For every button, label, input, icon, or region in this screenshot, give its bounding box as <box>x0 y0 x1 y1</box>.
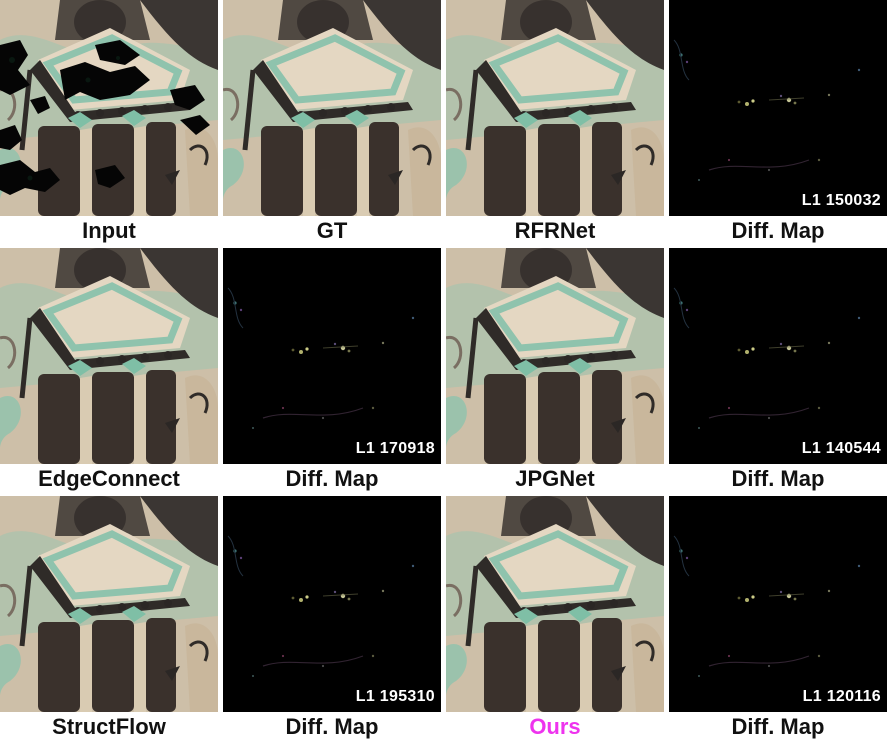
panel-caption: RFRNet <box>514 218 596 243</box>
l1-error-label: L1 120116 <box>802 688 881 705</box>
figure-panel: L1 170918 Diff. Map <box>223 248 441 496</box>
inpainting-result-image <box>223 0 441 216</box>
panel-caption: Diff. Map <box>731 714 825 739</box>
l1-error-label: L1 140544 <box>801 440 881 457</box>
inpainting-result-image <box>0 496 218 712</box>
l1-error-label: L1 195310 <box>355 688 435 705</box>
inpainting-result-image <box>0 248 218 464</box>
panel-caption: Diff. Map <box>285 466 379 491</box>
figure-panel: L1 150032 Diff. Map <box>669 0 887 248</box>
panel-caption: Diff. Map <box>731 218 825 243</box>
panel-caption: Diff. Map <box>731 466 825 491</box>
inpainting-result-image <box>446 248 664 464</box>
figure-panel: EdgeConnect <box>0 248 218 496</box>
inpainting-result-image <box>446 0 664 216</box>
figure-panel: Ours <box>446 496 664 744</box>
figure-panel: StructFlow <box>0 496 218 744</box>
panel-caption: Ours <box>529 714 581 739</box>
figure-panel: RFRNet <box>446 0 664 248</box>
difference-map-image: L1 170918 <box>223 248 441 464</box>
difference-map-image: L1 150032 <box>669 0 887 216</box>
panel-caption: JPGNet <box>515 466 595 491</box>
figure-panel: Input <box>0 0 218 248</box>
difference-map-image: L1 120116 <box>669 496 887 712</box>
figure-panel: JPGNet <box>446 248 664 496</box>
difference-map-image: L1 195310 <box>223 496 441 712</box>
l1-error-label: L1 170918 <box>355 440 435 457</box>
figure-panel: GT <box>223 0 441 248</box>
panel-caption: Diff. Map <box>285 714 379 739</box>
l1-error-label: L1 150032 <box>801 192 881 209</box>
figure-panel: L1 195310 Diff. Map <box>223 496 441 744</box>
inpainting-result-image <box>446 496 664 712</box>
panel-caption: StructFlow <box>52 714 166 739</box>
figure-panel: L1 140544 Diff. Map <box>669 248 887 496</box>
panel-caption: EdgeConnect <box>38 466 180 491</box>
difference-map-image: L1 140544 <box>669 248 887 464</box>
inpainting-result-image <box>0 0 218 216</box>
figure-panel: L1 120116 Diff. Map <box>669 496 887 744</box>
panel-caption: Input <box>82 218 136 243</box>
panel-caption: GT <box>316 218 348 243</box>
